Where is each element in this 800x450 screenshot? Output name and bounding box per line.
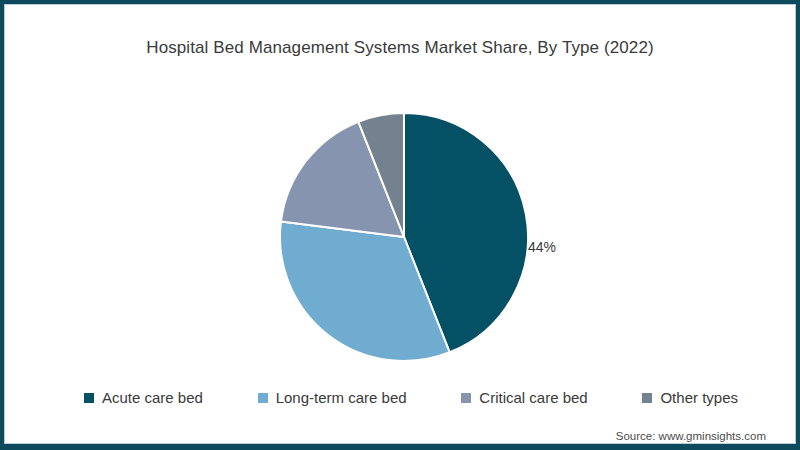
pie-chart: [4, 4, 800, 450]
pie-data-label: 44%: [528, 239, 556, 255]
legend: Acute care bed Long-term care bed Critical…: [84, 389, 738, 406]
legend-label: Long-term care bed: [276, 389, 407, 406]
legend-item-acute-care-bed: Acute care bed: [84, 389, 203, 406]
legend-swatch-icon: [84, 393, 94, 403]
legend-item-critical-care-bed: Critical care bed: [461, 389, 587, 406]
legend-item-long-term-care-bed: Long-term care bed: [258, 389, 407, 406]
legend-swatch-icon: [461, 393, 471, 403]
chart-frame: Hospital Bed Management Systems Market S…: [0, 0, 800, 450]
legend-label: Critical care bed: [479, 389, 587, 406]
legend-item-other-types: Other types: [642, 389, 738, 406]
legend-label: Acute care bed: [102, 389, 203, 406]
legend-swatch-icon: [258, 393, 268, 403]
source-text: Source: www.gminsights.com: [616, 430, 766, 442]
legend-label: Other types: [660, 389, 738, 406]
legend-swatch-icon: [642, 393, 652, 403]
